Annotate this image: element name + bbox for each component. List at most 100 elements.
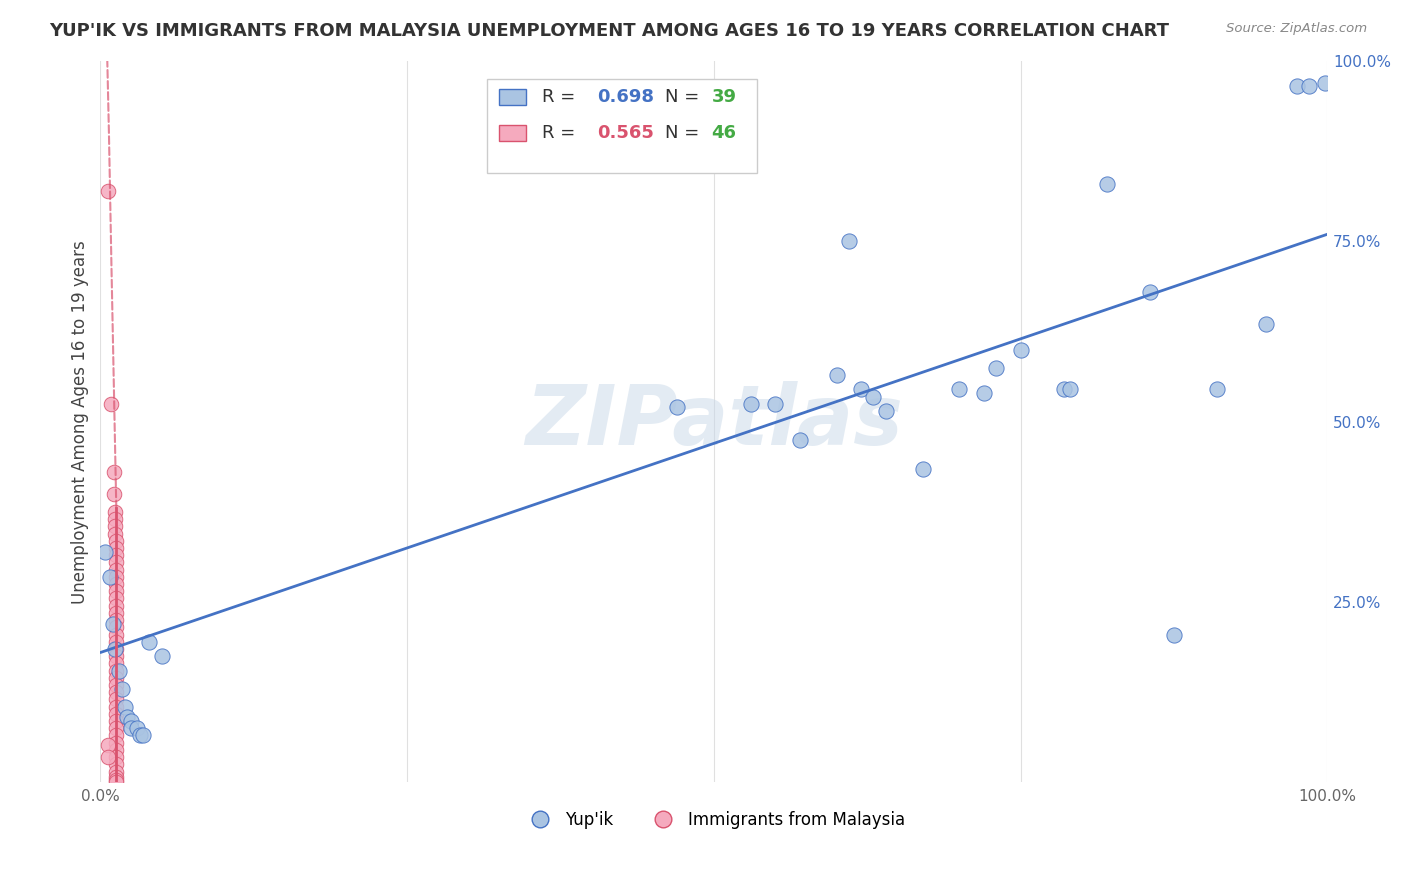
Point — [150, 649, 173, 664]
Point — [825, 368, 848, 382]
Point — [105, 774, 128, 789]
Text: 0.565: 0.565 — [598, 124, 654, 142]
Point — [94, 544, 117, 558]
Point — [105, 729, 128, 743]
Point — [105, 699, 128, 714]
Point — [105, 736, 128, 750]
Point — [105, 714, 128, 728]
Point — [666, 401, 689, 415]
Point — [105, 678, 128, 692]
Point — [1163, 627, 1185, 641]
Point — [105, 584, 128, 599]
Point — [1095, 177, 1118, 191]
Point — [98, 570, 121, 584]
Point — [1206, 382, 1229, 396]
Point — [105, 757, 128, 772]
Text: ZIPatlas: ZIPatlas — [524, 381, 903, 462]
Point — [1059, 382, 1081, 396]
Text: Source: ZipAtlas.com: Source: ZipAtlas.com — [1226, 22, 1367, 36]
Point — [138, 634, 160, 648]
Point — [104, 512, 127, 526]
Point — [105, 770, 128, 784]
Point — [128, 729, 150, 743]
Point — [105, 555, 128, 569]
Point — [111, 681, 134, 696]
Point — [105, 613, 128, 627]
Point — [105, 692, 128, 706]
Text: R =: R = — [543, 124, 581, 142]
Point — [104, 505, 127, 519]
Text: N =: N = — [665, 124, 704, 142]
Point — [105, 634, 128, 648]
Text: N =: N = — [665, 88, 704, 106]
Text: R =: R = — [543, 88, 581, 106]
Point — [105, 627, 128, 641]
Point — [120, 714, 142, 728]
Point — [1313, 76, 1336, 90]
Point — [1254, 318, 1277, 332]
Point — [127, 721, 149, 735]
Point — [105, 706, 128, 721]
Point — [114, 699, 136, 714]
Point — [1010, 343, 1032, 357]
Point — [105, 750, 128, 764]
Point — [103, 487, 125, 501]
Point — [105, 606, 128, 620]
Point — [105, 685, 128, 699]
Point — [132, 729, 155, 743]
Point — [105, 548, 128, 562]
Point — [105, 764, 128, 779]
Point — [97, 750, 120, 764]
Point — [97, 184, 120, 198]
Point — [105, 591, 128, 606]
Point — [849, 382, 872, 396]
Point — [105, 664, 128, 678]
Point — [105, 541, 128, 555]
Text: 0.698: 0.698 — [598, 88, 654, 106]
Point — [105, 563, 128, 577]
Text: YUP'IK VS IMMIGRANTS FROM MALAYSIA UNEMPLOYMENT AMONG AGES 16 TO 19 YEARS CORREL: YUP'IK VS IMMIGRANTS FROM MALAYSIA UNEMP… — [49, 22, 1170, 40]
Point — [1285, 79, 1308, 94]
Point — [117, 710, 139, 724]
Point — [105, 743, 128, 757]
Point — [104, 526, 127, 541]
Point — [1052, 382, 1074, 396]
Point — [763, 397, 786, 411]
Point — [104, 641, 127, 656]
Point — [105, 620, 128, 634]
Point — [1139, 285, 1161, 299]
Point — [105, 657, 128, 671]
Point — [104, 519, 127, 533]
Point — [97, 738, 120, 752]
Point — [862, 390, 884, 404]
Point — [105, 570, 128, 584]
Point — [973, 385, 995, 400]
Point — [875, 404, 897, 418]
Point — [838, 235, 860, 249]
Point — [100, 397, 122, 411]
Point — [105, 533, 128, 548]
Point — [105, 599, 128, 613]
FancyBboxPatch shape — [499, 126, 526, 141]
Y-axis label: Unemployment Among Ages 16 to 19 years: Unemployment Among Ages 16 to 19 years — [72, 240, 89, 604]
Point — [105, 721, 128, 735]
Legend: Yup'ik, Immigrants from Malaysia: Yup'ik, Immigrants from Malaysia — [516, 804, 911, 835]
Point — [911, 461, 934, 475]
Point — [101, 616, 124, 631]
Point — [103, 465, 125, 479]
FancyBboxPatch shape — [499, 89, 526, 105]
Point — [740, 397, 762, 411]
Text: 39: 39 — [711, 88, 737, 106]
Point — [789, 433, 811, 447]
Point — [105, 671, 128, 685]
Point — [105, 649, 128, 664]
Point — [948, 382, 970, 396]
Point — [105, 773, 128, 788]
Text: 46: 46 — [711, 124, 737, 142]
Point — [120, 721, 142, 735]
Point — [107, 664, 129, 678]
Point — [984, 360, 1007, 375]
Point — [105, 641, 128, 656]
Point — [105, 577, 128, 591]
FancyBboxPatch shape — [486, 79, 756, 173]
